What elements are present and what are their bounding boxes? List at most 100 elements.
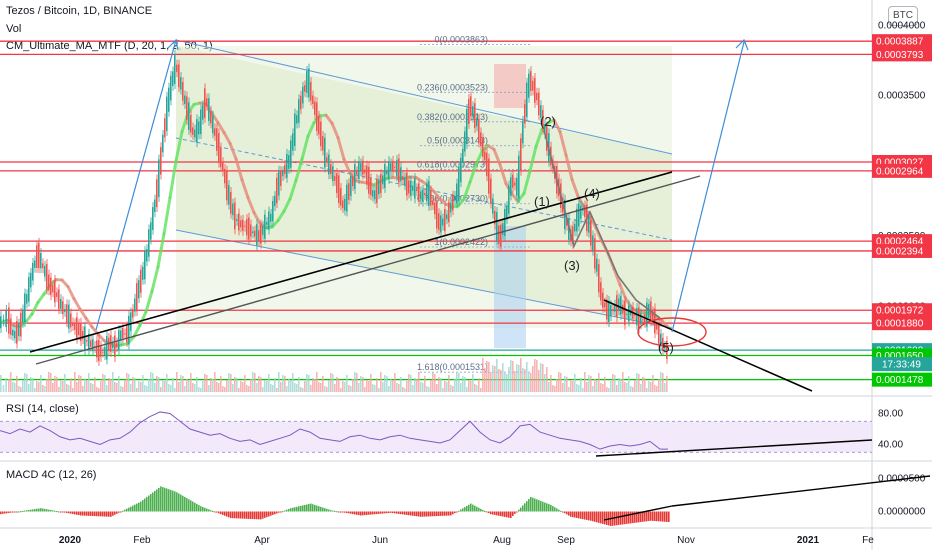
candle-body (660, 333, 662, 346)
candle-body (600, 282, 602, 301)
macd-histogram-bar (626, 511, 628, 524)
macd-histogram-bar (642, 511, 644, 522)
volume-bar (632, 387, 634, 392)
volume-bar (362, 377, 364, 392)
candle-body (538, 92, 540, 116)
macd-histogram-bar (230, 511, 232, 519)
macd-histogram-bar (72, 511, 74, 515)
macd-histogram-bar (54, 510, 56, 512)
volume-bar (120, 386, 122, 392)
volume-bar (634, 380, 636, 392)
candle-body (102, 351, 104, 353)
moving-average-segment (222, 131, 232, 145)
candle-body (340, 187, 342, 206)
volume-bar (94, 377, 96, 392)
macd-histogram-bar (514, 511, 516, 514)
volume-bar (480, 388, 482, 392)
candle-body (272, 201, 274, 222)
x-tick-label: 2020 (59, 535, 82, 546)
candle-body (528, 73, 530, 98)
long-trendline-2 (35, 175, 701, 365)
macd-histogram-bar (494, 511, 496, 515)
candle-body (590, 220, 592, 246)
x-tick-label: 2021 (797, 535, 820, 546)
volume-bar (616, 385, 618, 392)
candle-body (126, 326, 128, 342)
macd-histogram-bar (266, 511, 268, 518)
volume-bar (300, 387, 302, 392)
macd-histogram-bar (88, 511, 90, 516)
candle-body (134, 298, 136, 312)
candle-body (38, 242, 40, 269)
macd-histogram-bar (352, 511, 354, 515)
moving-average-segment (342, 157, 352, 175)
volume-bar (378, 388, 380, 392)
candle-body (22, 309, 24, 323)
macd-histogram-bar (402, 511, 404, 515)
macd-histogram-bar (640, 511, 642, 523)
macd-histogram-bar (228, 511, 230, 518)
x-tick-label: Jun (372, 535, 388, 546)
macd-histogram-bar (244, 511, 246, 519)
volume-bar (404, 388, 406, 392)
candle-body (398, 158, 400, 183)
macd-histogram-bar (252, 511, 254, 520)
macd-histogram-bar (226, 511, 228, 517)
macd-histogram-bar (408, 511, 410, 516)
macd-histogram-bar (16, 511, 18, 513)
candle-body (640, 313, 642, 325)
elliott-wave-label: (4) (584, 186, 600, 201)
volume-bar (130, 384, 132, 392)
macd-histogram-bar (26, 510, 28, 512)
moving-average-segment (462, 180, 472, 201)
volume-bar (420, 382, 422, 392)
macd-histogram-bar (658, 511, 660, 522)
candle-body (478, 118, 480, 143)
macd-histogram-bar (138, 502, 140, 512)
volume-bar (72, 388, 74, 392)
macd-trendline (603, 505, 673, 521)
volume-label: Vol (6, 23, 22, 35)
volume-bar (560, 373, 562, 392)
volume-bar (370, 374, 372, 392)
candle-body (248, 217, 250, 240)
macd-histogram-bar (282, 511, 284, 513)
macd-histogram-bar (330, 510, 332, 512)
candle-body (418, 183, 420, 202)
price-tag (872, 47, 932, 62)
volume-bar (578, 385, 580, 392)
macd-histogram-bar (422, 511, 424, 517)
candle-body (132, 309, 134, 318)
volume-bar (528, 372, 530, 392)
candle-body (346, 184, 348, 212)
candle-body (358, 161, 360, 179)
volume-bar (358, 383, 360, 392)
candle-body (624, 300, 626, 325)
rsi-line (0, 411, 668, 450)
volume-bar (456, 372, 458, 392)
volume-bar (282, 375, 284, 392)
price-tag-label: 0.0001650 (876, 351, 924, 362)
macd-histogram-bar (596, 511, 598, 523)
candle-body (270, 213, 272, 222)
candle-body (306, 71, 308, 93)
currency-badge[interactable]: BTC (888, 6, 918, 26)
candle-body (506, 206, 508, 220)
volume-bar (462, 376, 464, 392)
volume-bar (660, 372, 662, 392)
price-tag (872, 316, 932, 331)
macd-histogram-bar (146, 497, 148, 512)
volume-bar (272, 385, 274, 392)
macd-histogram-bar (10, 511, 12, 513)
macd-histogram-bar (210, 510, 212, 512)
volume-bar (108, 378, 110, 392)
macd-histogram-bar (660, 511, 662, 522)
macd-histogram-bar (510, 511, 512, 519)
candle-body (350, 176, 352, 196)
macd-histogram-bar (436, 511, 438, 517)
volume-bar (312, 378, 314, 392)
volume-bar (402, 387, 404, 392)
macd-histogram-bar (614, 511, 616, 526)
volume-bar (520, 358, 522, 392)
